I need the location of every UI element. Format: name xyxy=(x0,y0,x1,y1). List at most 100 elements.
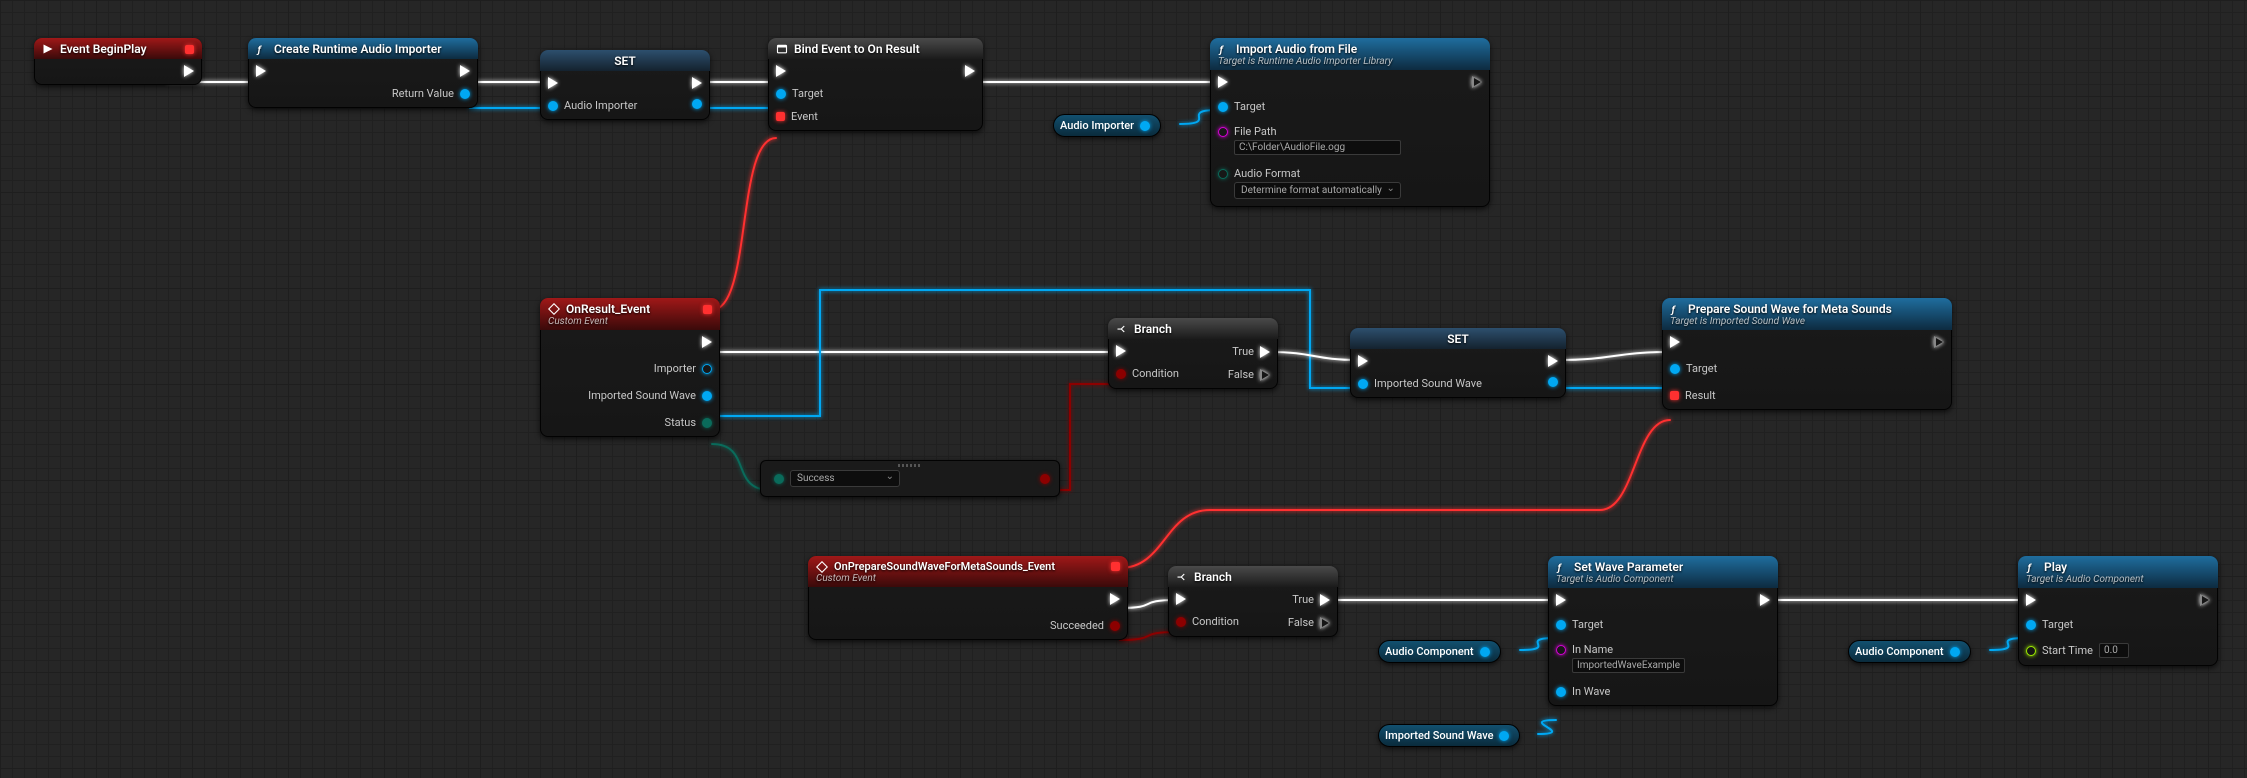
output-pin[interactable] xyxy=(692,99,702,109)
input-pin-target[interactable] xyxy=(1556,620,1566,630)
input-pin-target[interactable] xyxy=(2026,620,2036,630)
exec-in-pin[interactable] xyxy=(1116,345,1126,357)
svg-text:ƒ: ƒ xyxy=(1219,43,1225,55)
delegate-pin[interactable] xyxy=(703,305,712,314)
exec-out-false[interactable] xyxy=(1260,369,1270,381)
exec-in-pin[interactable] xyxy=(1218,76,1228,88)
exec-out-pin[interactable] xyxy=(2200,594,2210,606)
output-pin-importer[interactable] xyxy=(702,364,712,374)
input-label: Condition xyxy=(1192,615,1239,628)
exec-in-pin[interactable] xyxy=(1358,355,1368,367)
input-pin-starttime[interactable] xyxy=(2026,646,2036,656)
node-set-wave-parameter[interactable]: ƒ Set Wave Parameter Target is Audio Com… xyxy=(1548,556,1778,706)
node-set-audio-importer[interactable]: SET Audio Importer xyxy=(540,50,710,120)
input-pin-filepath[interactable] xyxy=(1218,127,1228,137)
output-pin[interactable] xyxy=(1950,647,1960,657)
filepath-input[interactable]: C:\Folder\AudioFile.ogg xyxy=(1234,140,1401,155)
node-title: Import Audio from File xyxy=(1236,42,1357,56)
input-pin-result[interactable] xyxy=(1670,391,1679,400)
node-branch-1[interactable]: Branch Condition True False xyxy=(1108,318,1278,389)
node-event-beginplay[interactable]: Event BeginPlay xyxy=(34,38,202,85)
exec-in-pin[interactable] xyxy=(548,77,558,89)
exec-out-pin[interactable] xyxy=(1760,594,1770,606)
output-pin-status[interactable] xyxy=(702,418,712,428)
exec-out-pin[interactable] xyxy=(1472,76,1482,88)
exec-in-pin[interactable] xyxy=(2026,594,2036,606)
output-pin[interactable] xyxy=(1040,474,1050,484)
node-prepare-sound-wave[interactable]: ƒ Prepare Sound Wave for Meta Sounds Tar… xyxy=(1662,298,1952,410)
svg-text:ƒ: ƒ xyxy=(1557,561,1563,573)
output-pin[interactable] xyxy=(1140,121,1150,131)
output-label: Succeeded xyxy=(1050,619,1104,632)
input-label: Start Time xyxy=(2042,644,2093,657)
input-pin-target[interactable] xyxy=(776,89,786,99)
output-label: True xyxy=(1292,593,1314,606)
exec-in-pin[interactable] xyxy=(1176,593,1186,605)
node-header: ƒ Create Runtime Audio Importer xyxy=(248,38,478,59)
output-pin[interactable] xyxy=(1480,647,1490,657)
output-pin-imported-sound-wave[interactable] xyxy=(702,391,712,401)
exec-in-pin[interactable] xyxy=(1556,594,1566,606)
node-branch-2[interactable]: Branch Condition True False xyxy=(1168,566,1338,637)
output-pin[interactable] xyxy=(1499,731,1509,741)
var-label: Imported Sound Wave xyxy=(1374,377,1482,390)
node-bind-event-on-result[interactable]: Bind Event to On Result Target Event xyxy=(768,38,983,131)
node-header: Branch xyxy=(1108,318,1278,339)
input-pin-condition[interactable] xyxy=(1116,369,1126,379)
exec-out-pin[interactable] xyxy=(1934,336,1944,348)
starttime-input[interactable]: 0.0 xyxy=(2099,643,2129,658)
output-pin[interactable] xyxy=(1548,377,1558,387)
input-pin[interactable] xyxy=(548,101,558,111)
exec-out-true[interactable] xyxy=(1260,346,1270,358)
node-onresult-event[interactable]: OnResult_Event Custom Event Importer Imp… xyxy=(540,298,720,437)
exec-out-pin[interactable] xyxy=(692,77,702,89)
node-header: ƒ Prepare Sound Wave for Meta Sounds Tar… xyxy=(1662,298,1952,330)
node-header: ƒ Set Wave Parameter Target is Audio Com… xyxy=(1548,556,1778,588)
input-pin-inname[interactable] xyxy=(1556,645,1566,655)
output-pin-return-value[interactable] xyxy=(460,89,470,99)
input-pin-audioformat[interactable] xyxy=(1218,169,1228,179)
node-header: ƒ Import Audio from File Target is Runti… xyxy=(1210,38,1490,70)
input-pin[interactable] xyxy=(1358,379,1368,389)
exec-out-false[interactable] xyxy=(1320,617,1330,629)
node-import-audio-from-file[interactable]: ƒ Import Audio from File Target is Runti… xyxy=(1210,38,1490,207)
branch-icon xyxy=(1176,571,1188,583)
audioformat-dropdown[interactable]: Determine format automatically xyxy=(1234,182,1401,199)
function-icon: ƒ xyxy=(1218,43,1230,55)
output-pin-succeeded[interactable] xyxy=(1110,621,1120,631)
input-pin-event[interactable] xyxy=(776,112,785,121)
node-title: Set Wave Parameter xyxy=(1574,560,1683,574)
input-label: Target xyxy=(792,87,823,100)
var-get-audio-component-1[interactable]: Audio Component xyxy=(1378,640,1501,663)
exec-in-pin[interactable] xyxy=(776,65,786,77)
exec-in-pin[interactable] xyxy=(1670,336,1680,348)
node-play[interactable]: ƒ Play Target is Audio Component Target … xyxy=(2018,556,2218,666)
enum-dropdown[interactable]: Success xyxy=(790,470,900,487)
var-get-audio-component-2[interactable]: Audio Component xyxy=(1848,640,1971,663)
input-pin-target[interactable] xyxy=(1218,102,1228,112)
var-get-audio-importer[interactable]: Audio Importer xyxy=(1053,114,1161,137)
node-onprepare-event[interactable]: OnPrepareSoundWaveForMetaSounds_Event Cu… xyxy=(808,556,1128,640)
node-create-runtime-audio-importer[interactable]: ƒ Create Runtime Audio Importer Return V… xyxy=(248,38,478,108)
inname-input[interactable]: ImportedWaveExample xyxy=(1572,658,1685,673)
exec-out-pin[interactable] xyxy=(184,65,194,77)
exec-out-pin[interactable] xyxy=(965,65,975,77)
node-title: SET xyxy=(1447,332,1469,346)
exec-out-pin[interactable] xyxy=(1110,593,1120,605)
delegate-pin[interactable] xyxy=(1111,562,1120,571)
node-header: SET xyxy=(1350,328,1566,349)
var-get-imported-sound-wave[interactable]: Imported Sound Wave xyxy=(1378,724,1520,747)
node-set-imported-sound-wave[interactable]: SET Imported Sound Wave xyxy=(1350,328,1566,398)
input-pin-inwave[interactable] xyxy=(1556,687,1566,697)
node-title: OnResult_Event xyxy=(566,302,650,316)
input-pin[interactable] xyxy=(774,474,784,484)
input-pin-condition[interactable] xyxy=(1176,617,1186,627)
node-enum-reroute[interactable]: Success xyxy=(760,460,1060,497)
exec-out-true[interactable] xyxy=(1320,594,1330,606)
exec-out-pin[interactable] xyxy=(702,336,712,348)
exec-out-pin[interactable] xyxy=(460,65,470,77)
exec-in-pin[interactable] xyxy=(256,65,266,77)
exec-out-pin[interactable] xyxy=(1548,355,1558,367)
input-pin-target[interactable] xyxy=(1670,364,1680,374)
delegate-pin[interactable] xyxy=(185,45,194,54)
